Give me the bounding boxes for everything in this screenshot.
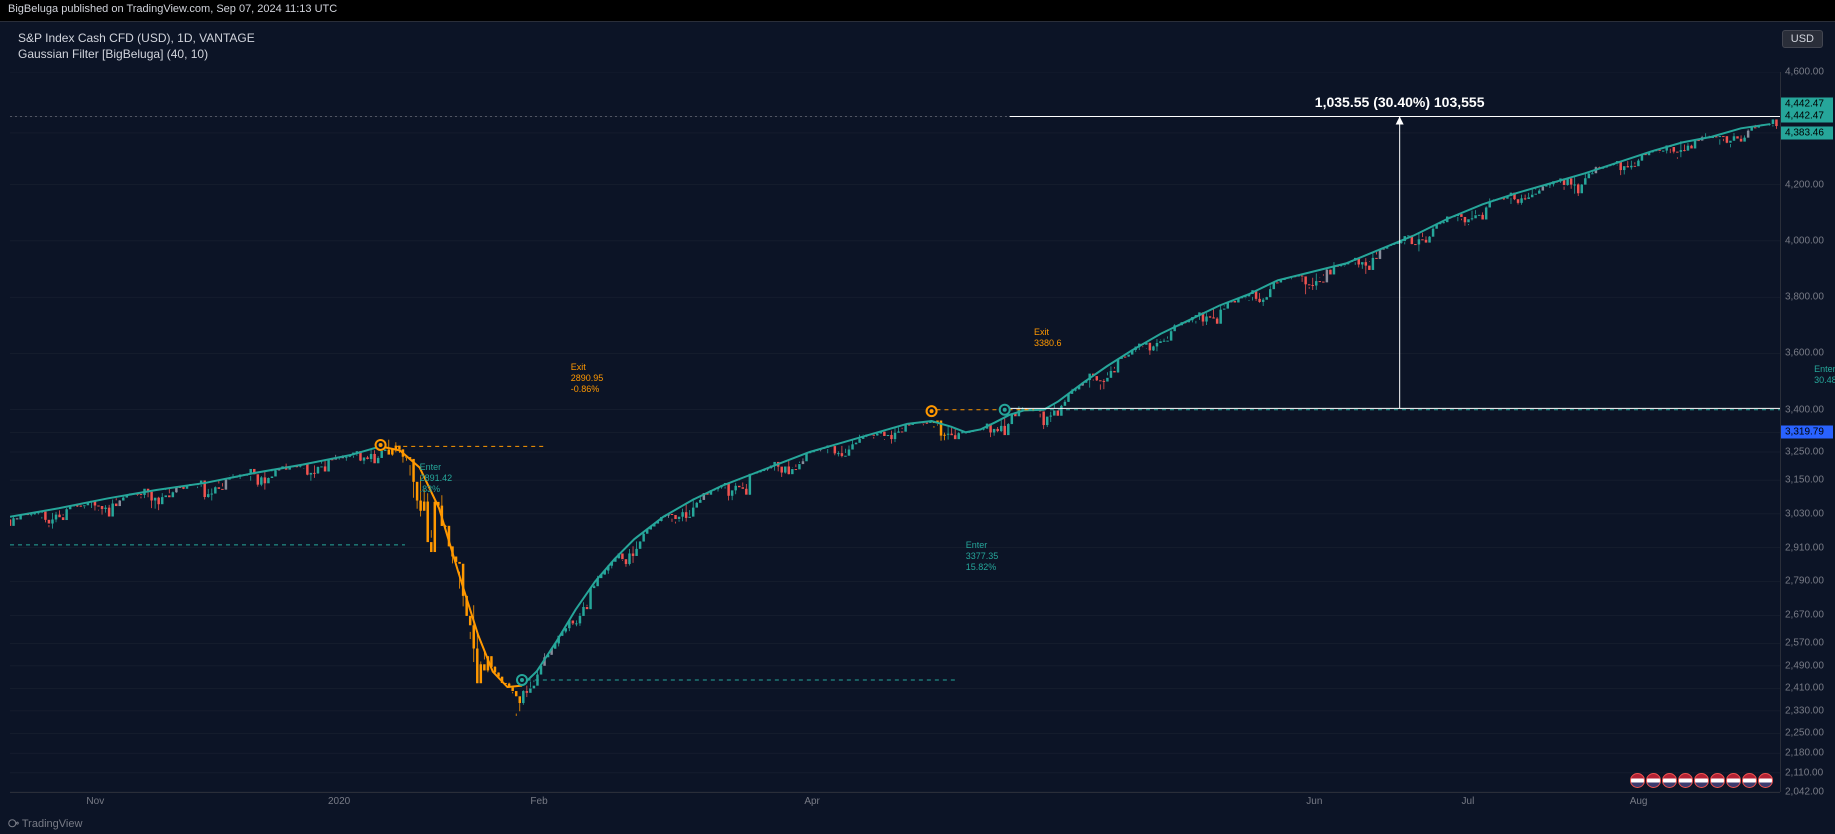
plot-area[interactable] (10, 72, 1780, 792)
y-price-tag: 4,442.47 (1781, 110, 1833, 123)
x-tick: Aug (1630, 796, 1648, 807)
event-flag-icon[interactable] (1726, 773, 1741, 788)
y-tick: 3,250.00 (1785, 446, 1824, 457)
y-price-tag: 3,319.79 (1781, 426, 1833, 439)
chart-container: S&P Index Cash CFD (USD), 1D, VANTAGE Ga… (0, 22, 1835, 834)
y-tick: 2,042.00 (1785, 787, 1824, 798)
event-flag-icon[interactable] (1630, 773, 1645, 788)
y-tick: 3,030.00 (1785, 508, 1824, 519)
y-tick: 2,490.00 (1785, 660, 1824, 671)
publish-text: BigBeluga published on TradingView.com, … (8, 3, 337, 15)
chart-title-line1: S&P Index Cash CFD (USD), 1D, VANTAGE (18, 30, 255, 46)
event-flag-icon[interactable] (1742, 773, 1757, 788)
candlestick-svg (10, 72, 1780, 792)
x-tick: 2020 (328, 796, 350, 807)
event-flag-icon[interactable] (1678, 773, 1693, 788)
currency-pill[interactable]: USD (1782, 30, 1823, 48)
y-tick: 2,570.00 (1785, 638, 1824, 649)
y-tick: 2,790.00 (1785, 576, 1824, 587)
event-flags-row[interactable] (1630, 773, 1773, 788)
event-flag-icon[interactable] (1758, 773, 1773, 788)
y-tick: 2,670.00 (1785, 610, 1824, 621)
event-flag-icon[interactable] (1646, 773, 1661, 788)
x-tick: Jul (1462, 796, 1475, 807)
x-axis: Nov2020FebAprJunJulAugOctNov2021MarAprMa… (10, 792, 1780, 812)
y-tick: 2,180.00 (1785, 748, 1824, 759)
chart-title-block: S&P Index Cash CFD (USD), 1D, VANTAGE Ga… (18, 30, 255, 62)
y-tick: 2,110.00 (1785, 767, 1823, 778)
x-tick: Feb (530, 796, 547, 807)
y-price-tag: 4,442.47 (1781, 98, 1833, 111)
y-tick: 2,250.00 (1785, 728, 1824, 739)
y-tick: 2,410.00 (1785, 683, 1824, 694)
enter-annotation: Enter2891.42.83% (420, 462, 453, 495)
y-tick: 4,000.00 (1785, 235, 1824, 246)
y-tick: 3,150.00 (1785, 475, 1824, 486)
y-tick: 3,400.00 (1785, 404, 1824, 415)
y-axis: 4,600.004,442.474,383.464,200.004,000.00… (1780, 72, 1835, 792)
y-tick: 2,330.00 (1785, 705, 1824, 716)
event-flag-icon[interactable] (1710, 773, 1725, 788)
y-price-tag: 4,383.46 (1781, 126, 1833, 139)
event-flag-icon[interactable] (1694, 773, 1709, 788)
enter-annotation: Enter30.48% (1814, 364, 1835, 386)
x-tick: Apr (804, 796, 820, 807)
y-tick: 4,600.00 (1785, 67, 1824, 78)
x-tick: Jun (1306, 796, 1322, 807)
exit-annotation: Exit3380.6 (1034, 327, 1062, 349)
y-tick: 2,910.00 (1785, 542, 1824, 553)
exit-annotation: Exit2890.95-0.86% (571, 362, 604, 395)
enter-annotation: Enter3377.3515.82% (966, 540, 999, 573)
chart-title-line2: Gaussian Filter [BigBeluga] (40, 10) (18, 46, 255, 62)
y-tick: 4,200.00 (1785, 179, 1824, 190)
event-flag-icon[interactable] (1662, 773, 1677, 788)
y-tick: 3,800.00 (1785, 292, 1824, 303)
measurement-label: 1,035.55 (30.40%) 103,555 (1315, 94, 1485, 110)
x-tick: Nov (86, 796, 104, 807)
y-tick: 3,600.00 (1785, 348, 1824, 359)
publish-header: BigBeluga published on TradingView.com, … (0, 0, 1835, 22)
brand-footer: ⧂ TradingView (8, 818, 82, 831)
